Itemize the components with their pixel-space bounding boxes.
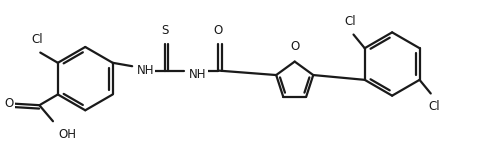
Text: S: S <box>161 24 168 37</box>
Text: NH: NH <box>137 64 154 77</box>
Text: NH: NH <box>189 68 207 81</box>
Text: Cl: Cl <box>31 33 43 46</box>
Text: OH: OH <box>59 128 77 141</box>
Text: Cl: Cl <box>344 15 356 28</box>
Text: O: O <box>4 97 14 110</box>
Text: O: O <box>214 24 223 37</box>
Text: O: O <box>290 40 299 53</box>
Text: Cl: Cl <box>429 100 440 113</box>
